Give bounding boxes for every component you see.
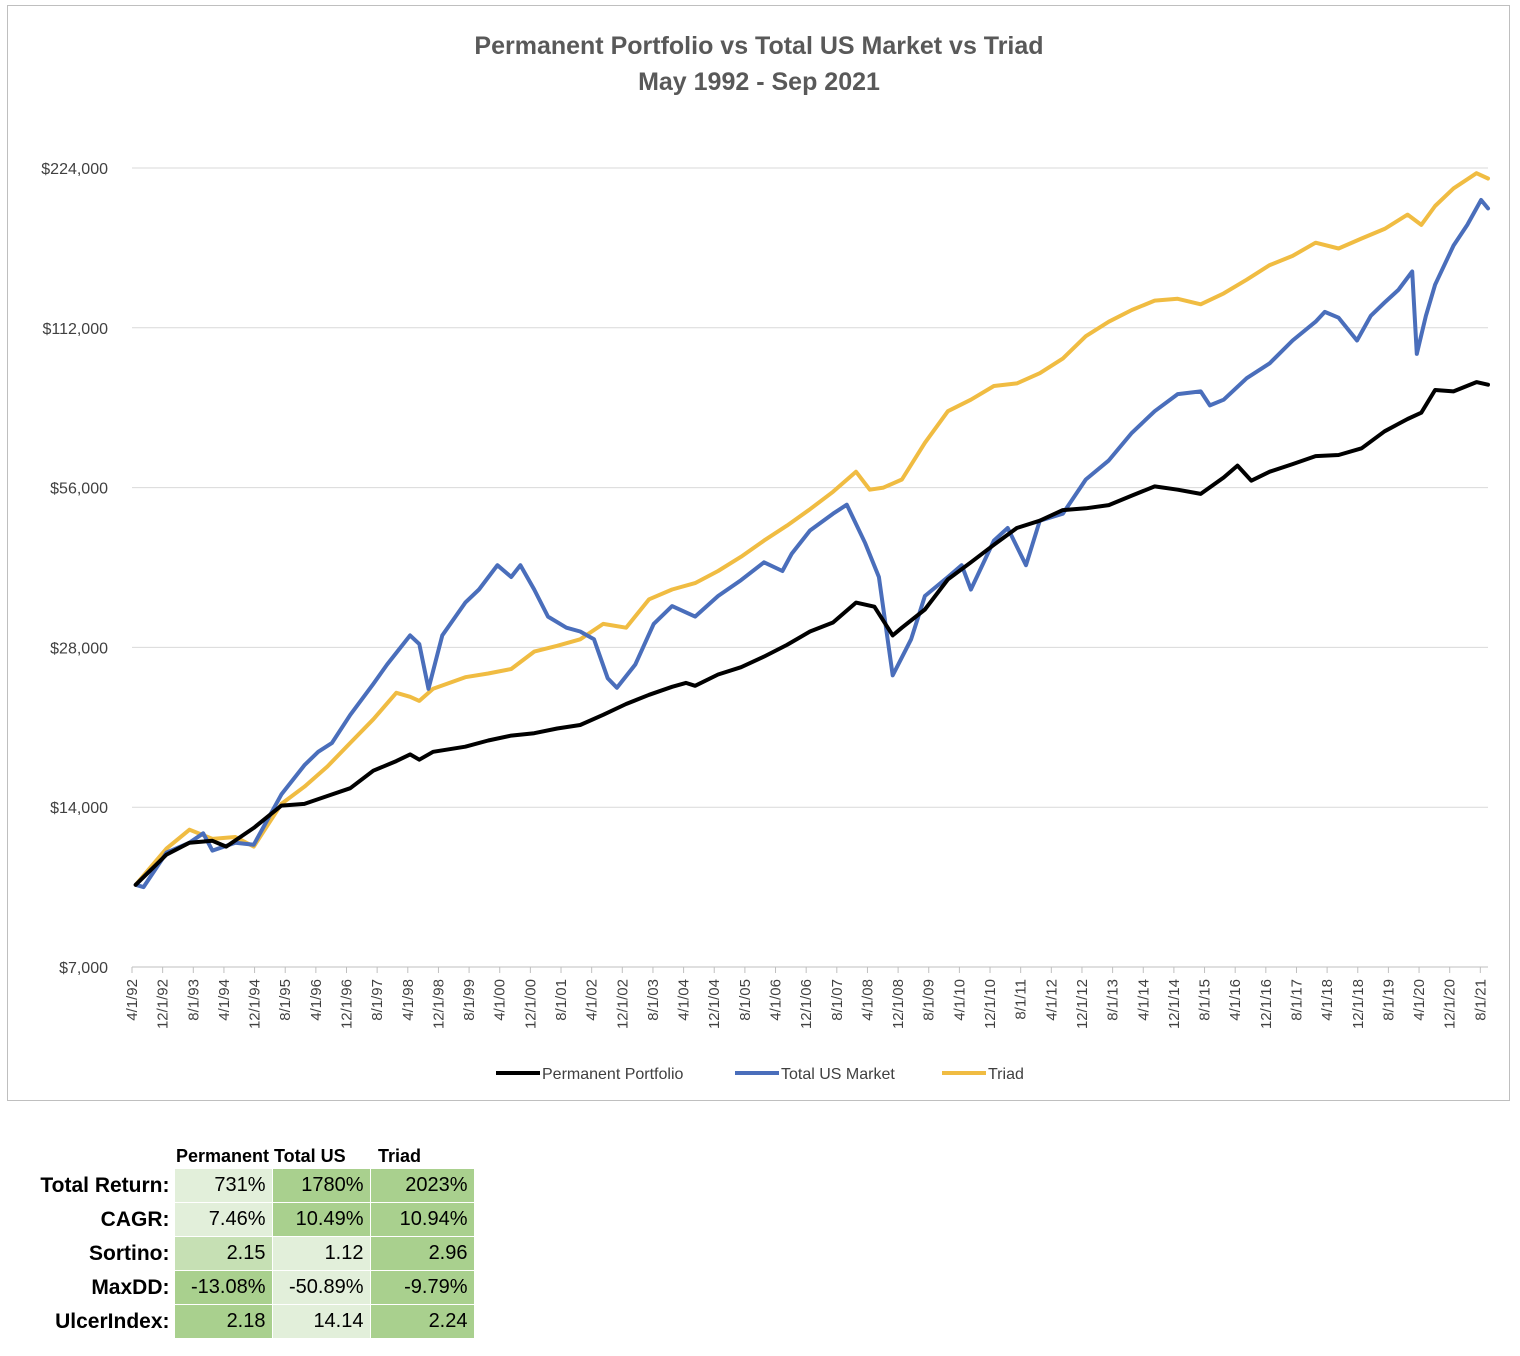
x-tick-label: 4/1/98 [400,979,417,1021]
x-tick-label: 8/1/17 [1288,979,1305,1021]
stats-header-row: Permanent Total US Triad [30,1144,474,1169]
chart-frame: Permanent Portfolio vs Total US Market v… [7,5,1510,1101]
legend-label: Permanent Portfolio [542,1066,684,1083]
x-tick-label: 8/1/09 [921,979,938,1021]
x-tick-label: 4/1/14 [1135,979,1152,1021]
stats-row-label: CAGR: [100,1207,170,1231]
x-tick-label: 8/1/19 [1380,979,1397,1021]
x-tick-label: 8/1/95 [277,979,294,1021]
x-tick-label: 12/1/20 [1442,979,1459,1029]
stats-cell: -9.79% [369,1270,475,1305]
stats-row: UlcerIndex: 2.18 14.14 2.24 [30,1304,475,1339]
x-tick-label: 12/1/08 [890,979,907,1029]
stats-cell: 2023% [369,1168,475,1203]
legend-label: Triad [988,1066,1024,1083]
stats-cell: -50.89% [271,1270,371,1305]
x-tick-label: 4/1/94 [216,979,233,1021]
stats-header-permanent: Permanent [176,1145,270,1166]
x-tick-label: 4/1/18 [1319,979,1336,1021]
stats-row-label: Total Return: [40,1173,170,1197]
y-tick-label: $112,000 [42,321,108,338]
x-tick-label: 12/1/18 [1350,979,1367,1029]
stats-row: CAGR: 7.46% 10.49% 10.94% [30,1202,475,1237]
x-tick-label: 4/1/04 [676,979,693,1021]
chart-subtitle: May 1992 - Sep 2021 [638,68,880,96]
y-tick-label: $224,000 [41,161,108,178]
x-tick-label: 4/1/10 [951,979,968,1021]
stats-row: Sortino: 2.15 1.12 2.96 [30,1236,475,1271]
series-line-triad [133,171,1490,887]
y-tick-label: $28,000 [50,640,108,657]
stats-cell: 2.15 [173,1236,273,1271]
stats-header-triad: Triad [378,1145,422,1166]
x-tick-label: 4/1/00 [492,979,509,1021]
stats-cell: 731% [173,1168,273,1203]
x-tick-label: 12/1/98 [430,979,447,1029]
series-line-total-us-market [133,198,1490,890]
x-tick-label: 12/1/04 [706,979,723,1029]
x-tick-label: 12/1/92 [155,979,172,1029]
x-tick-label: 8/1/13 [1105,979,1122,1021]
x-tick-label: 12/1/06 [798,979,815,1029]
stats-row-label: UlcerIndex: [55,1309,170,1333]
y-tick-label: $56,000 [50,481,108,498]
x-tick-label: 8/1/07 [829,979,846,1021]
x-tick-label: 4/1/20 [1411,979,1428,1021]
y-tick-label: $7,000 [59,960,108,977]
stats-cell: 2.96 [369,1236,475,1271]
stats-cell: 2.18 [173,1304,273,1339]
x-tick-label: 8/1/93 [185,979,202,1021]
x-tick-label: 4/1/92 [124,979,141,1021]
x-tick-label: 8/1/11 [1013,979,1030,1020]
stats-row-label: Sortino: [89,1241,170,1265]
stats-corner [30,1144,174,1169]
stats-row: Total Return: 731% 1780% 2023% [30,1168,475,1203]
stats-cell: -13.08% [173,1270,273,1305]
legend-label: Total US Market [781,1066,895,1083]
stats-cell: 10.49% [271,1202,371,1237]
x-tick-label: 4/1/02 [584,979,601,1021]
x-tick-label: 4/1/16 [1227,979,1244,1021]
x-tick-label: 4/1/06 [768,979,785,1021]
stats-cell: 7.46% [173,1202,273,1237]
x-tick-label: 12/1/00 [522,979,539,1029]
x-tick-label: 8/1/21 [1472,979,1489,1021]
stats-cell: 1.12 [271,1236,371,1271]
x-tick-label: 12/1/16 [1258,979,1275,1029]
x-tick-label: 12/1/10 [982,979,999,1029]
stats-table: Permanent Total US Triad Total Return: 73… [30,1144,475,1339]
stats-header-total-us: Total US [274,1145,346,1166]
x-tick-label: 12/1/96 [339,979,356,1029]
stats-cell: 2.24 [369,1304,475,1339]
x-tick-label: 8/1/05 [737,979,754,1021]
series-line-permanent-portfolio [133,380,1490,887]
x-tick-label: 8/1/03 [645,979,662,1021]
stats-cell: 10.94% [369,1202,475,1237]
x-tick-label: 12/1/14 [1166,979,1183,1029]
x-tick-label: 12/1/02 [614,979,631,1029]
x-tick-label: 4/1/12 [1043,979,1060,1021]
y-tick-label: $14,000 [50,800,108,817]
stats-row: MaxDD: -13.08% -50.89% -9.79% [30,1270,475,1305]
x-tick-label: 8/1/15 [1197,979,1214,1021]
x-tick-label: 8/1/99 [461,979,478,1021]
stats-row-label: MaxDD: [91,1275,170,1299]
x-tick-label: 4/1/08 [859,979,876,1021]
x-tick-label: 12/1/12 [1074,979,1091,1029]
chart-title: Permanent Portfolio vs Total US Market v… [474,32,1043,60]
x-tick-label: 12/1/94 [247,979,264,1029]
x-tick-label: 8/1/01 [553,979,570,1021]
x-tick-label: 4/1/96 [308,979,325,1021]
line-chart: Permanent Portfolio vs Total US Market v… [41,32,1490,1083]
x-tick-label: 8/1/97 [369,979,386,1021]
stats-cell: 14.14 [271,1304,371,1339]
stats-cell: 1780% [271,1168,371,1203]
